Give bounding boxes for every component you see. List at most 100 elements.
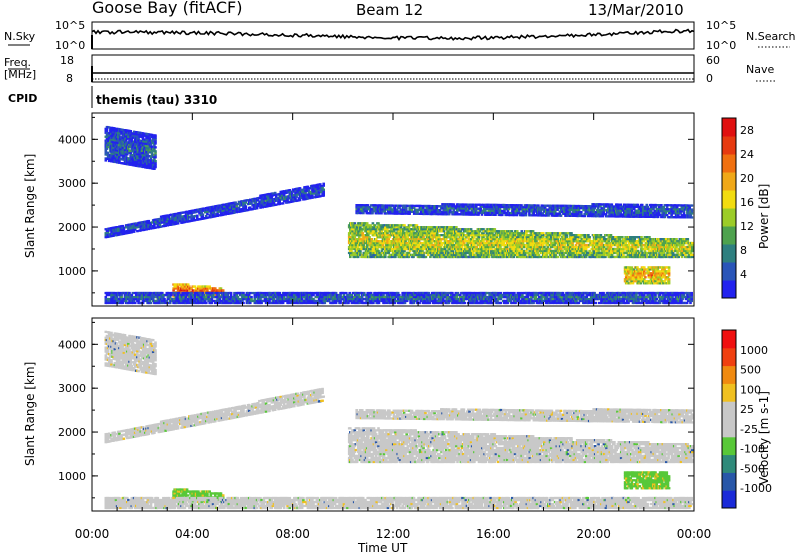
power-cell: [579, 253, 582, 257]
power-cell: [225, 211, 228, 214]
power-cell: [602, 238, 606, 241]
power-cell: [246, 199, 250, 202]
power-cell: [510, 230, 513, 233]
power-cell: [388, 236, 392, 239]
power-cell: [271, 192, 275, 195]
power-cell: [407, 255, 411, 259]
power-cell: [519, 232, 522, 235]
power-cell: [231, 204, 234, 207]
power-cell: [154, 226, 157, 229]
power-cell: [628, 245, 632, 249]
power-cell: [414, 243, 417, 247]
power-cell: [302, 190, 305, 193]
power-cell: [286, 199, 289, 202]
power-cell: [609, 245, 613, 249]
power-cell: [251, 208, 254, 211]
power-cell: [139, 229, 143, 232]
power-cell: [488, 253, 492, 257]
power-cell: [228, 208, 232, 211]
power-cell: [682, 243, 685, 247]
power-cell: [236, 202, 240, 206]
power-cell: [508, 255, 511, 259]
power-cell: [407, 210, 410, 213]
power-cell: [554, 238, 557, 241]
power-cell: [249, 198, 252, 201]
power-cell: [523, 253, 527, 257]
power-cell: [305, 189, 309, 193]
power-cell: [487, 255, 491, 259]
power-cell: [414, 240, 417, 243]
power-cell: [554, 253, 557, 257]
power-cell: [122, 228, 126, 231]
power-cell: [484, 238, 487, 241]
power-cell: [294, 197, 297, 201]
power-cell: [689, 251, 693, 255]
power-cell: [249, 206, 252, 209]
power-cell: [374, 230, 378, 233]
power-cell: [466, 243, 469, 247]
power-cell: [543, 245, 546, 249]
power-cell: [542, 236, 545, 239]
power-cell: [249, 200, 252, 203]
power-cell: [478, 230, 482, 233]
power-cell: [542, 243, 545, 247]
power-cell: [396, 208, 399, 211]
power-cell: [361, 238, 364, 241]
power-cell: [381, 204, 384, 207]
power-cell: [526, 236, 529, 239]
power-cell: [492, 234, 495, 237]
power-cell: [422, 245, 425, 249]
power-cell: [242, 201, 245, 205]
power-cell: [519, 238, 522, 241]
power-cell: [154, 136, 157, 139]
power-cell: [426, 253, 430, 257]
power-cell: [112, 234, 115, 237]
power-cell: [206, 212, 209, 215]
power-cell: [308, 197, 312, 200]
power-cell: [402, 230, 405, 233]
power-cell: [306, 187, 310, 190]
power-cell: [253, 197, 257, 200]
power-cell: [221, 213, 225, 216]
power-cell: [154, 164, 157, 167]
station-title: Goose Bay (fitACF): [92, 0, 242, 17]
power-cell: [488, 238, 492, 241]
power-cell: [188, 212, 191, 215]
power-cell: [252, 205, 255, 209]
power-cell: [235, 207, 239, 210]
power-cell: [166, 224, 170, 227]
power-cell: [394, 253, 397, 257]
power-cell: [193, 219, 197, 222]
power-cell: [294, 193, 297, 197]
power-cell: [154, 156, 157, 159]
power-cell: [298, 187, 302, 190]
power-cell: [536, 251, 539, 255]
power-cell: [349, 255, 352, 259]
power-cell: [557, 245, 561, 249]
power-cell: [130, 140, 134, 143]
power-cell: [235, 205, 239, 208]
power-cell: [402, 236, 405, 239]
power-cell: [376, 210, 380, 213]
power-cell: [282, 194, 286, 197]
power-cell: [362, 243, 366, 247]
power-cell: [153, 224, 156, 228]
power-cell: [233, 211, 236, 214]
power-cell: [495, 253, 499, 257]
power-cell: [676, 251, 679, 255]
power-cell: [319, 195, 322, 198]
power-cell: [383, 210, 387, 213]
power-cell: [625, 243, 629, 247]
power-cell: [484, 253, 487, 257]
power-cell: [184, 214, 188, 218]
power-cell: [602, 236, 606, 239]
power-cell: [223, 203, 226, 206]
power-cell: [464, 240, 467, 243]
power-cell: [141, 226, 145, 230]
power-cell: [353, 251, 357, 255]
power-cell: [322, 194, 325, 197]
power-cell: [473, 243, 476, 247]
power-cell: [492, 255, 495, 259]
cpid-value: themis (tau) 3310: [96, 93, 217, 107]
power-cell: [302, 192, 305, 195]
